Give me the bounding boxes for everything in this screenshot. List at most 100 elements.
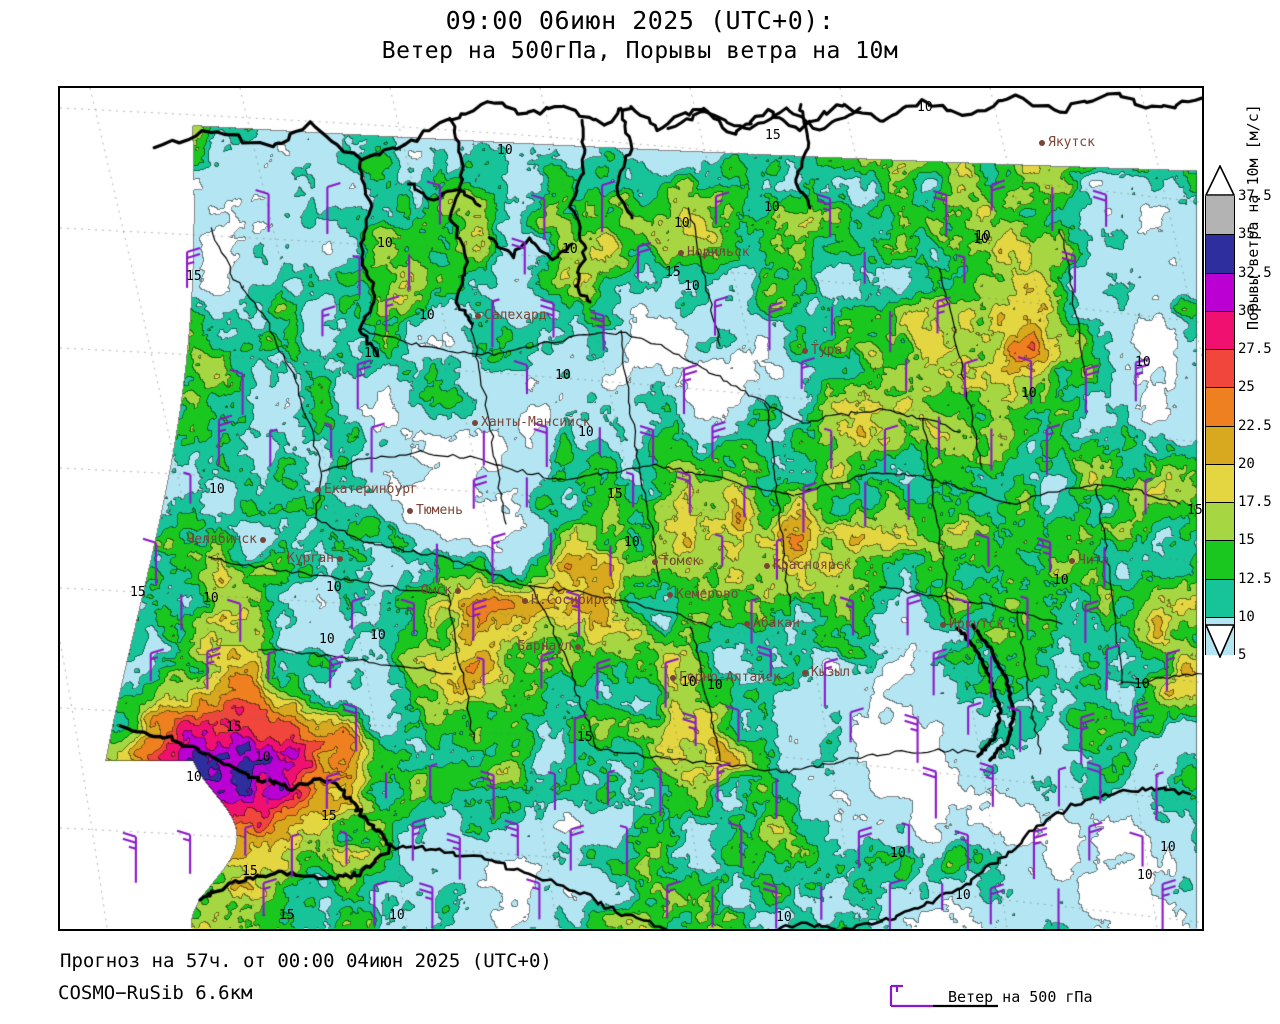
city-name: Тура <box>811 343 843 358</box>
city-marker-icon <box>802 347 808 354</box>
city-label: Горно-Алтайск <box>668 671 781 684</box>
city-label: Салехард <box>473 309 547 322</box>
city-label: Якутск <box>1037 136 1095 149</box>
city-label: Челябинск <box>187 533 268 546</box>
contour-label: 10 <box>776 910 792 925</box>
colorbar-band <box>1206 272 1234 311</box>
contour-label: 10 <box>319 632 335 647</box>
contour-label: 10 <box>624 535 640 550</box>
colorbar: 37.5 35 32.5 30 27.5 25 22.5 20 17.5 15 12.5 10 5 <box>1205 165 1280 675</box>
wind-barb-legend: Ветер на 500 гПа <box>878 982 1208 1016</box>
contour-label: 15 <box>1187 503 1203 518</box>
colorbar-band <box>1206 540 1234 579</box>
city-marker-icon <box>337 555 343 562</box>
city-label: Иркутск <box>938 618 1004 631</box>
contour-label: 10 <box>370 628 386 643</box>
contour-label: 10 <box>497 143 513 158</box>
colorbar-tick: 27.5 <box>1238 341 1272 357</box>
city-label: Екатеринбург <box>313 483 418 496</box>
city-name: Иркутск <box>949 617 1004 632</box>
contour-label: 15 <box>242 864 258 879</box>
map-field-canvas <box>60 88 1202 929</box>
contour-label: 10 <box>1021 386 1037 401</box>
colorbar-band <box>1206 502 1234 541</box>
city-marker-icon <box>744 620 750 627</box>
city-marker-icon <box>315 486 321 493</box>
colorbar-tick: 20 <box>1238 455 1255 472</box>
weather-map[interactable]: Якутск Норильск Тура Салехард Ханты-Мансийск… <box>58 86 1204 931</box>
colorbar-tick: 30 <box>1238 302 1255 319</box>
wind-barb-icon <box>889 984 998 1008</box>
colorbar-tick: 35 <box>1238 226 1255 243</box>
contour-label: 10 <box>973 232 989 247</box>
contour-label: 10 <box>419 308 435 323</box>
colorbar-top-arrow-icon <box>1205 165 1235 196</box>
contour-label: 10 <box>364 346 380 361</box>
colorbar-tick: 12.5 <box>1238 570 1272 587</box>
city-name: Кемерово <box>676 587 739 602</box>
city-label: Норильск <box>676 246 750 259</box>
contour-label: 10 <box>255 750 271 765</box>
colorbar-band <box>1206 310 1234 349</box>
contour-label: 10 <box>1135 355 1151 370</box>
city-label: Курган <box>287 552 345 565</box>
contour-label: 10 <box>684 279 700 294</box>
city-marker-icon <box>407 507 413 514</box>
contour-label: 10 <box>203 591 219 606</box>
colorbar-tick: 10 <box>1238 608 1255 625</box>
title-subtitle: Ветер на 500гПа, Порывы ветра на 10м <box>381 38 899 64</box>
city-name: Екатеринбург <box>324 482 418 497</box>
city-marker-icon <box>764 562 770 569</box>
contour-label: 10 <box>186 770 202 785</box>
contour-label: 15 <box>577 730 593 745</box>
city-name: Барнаул <box>517 639 572 654</box>
city-name: Омск <box>420 583 452 598</box>
city-name: Якутск <box>1048 135 1095 150</box>
contour-label: 15 <box>279 908 295 923</box>
city-name: Челябинск <box>186 532 257 547</box>
colorbar-tick: 37.5 <box>1238 188 1272 204</box>
city-name: Норильск <box>687 245 750 260</box>
chart-title: 09:00 06июн 2025 (UTC+0): Ветер на 500гП… <box>0 6 1280 66</box>
contour-label: 10 <box>326 580 342 595</box>
colorbar-band <box>1206 425 1234 464</box>
city-marker-icon <box>678 249 684 256</box>
colorbar-band <box>1206 196 1234 235</box>
colorbar-band <box>1206 463 1234 502</box>
city-label: Кемерово <box>665 588 739 601</box>
contour-label: 10 <box>562 242 578 257</box>
contour-label: 10 <box>1134 677 1150 692</box>
city-name: Ханты-Мансийск <box>481 415 591 430</box>
city-label: Н.Сосибирск <box>520 594 617 607</box>
city-marker-icon <box>472 419 478 426</box>
city-marker-icon <box>475 312 481 319</box>
colorbar-tick: 17.5 <box>1238 494 1272 510</box>
wind-barb-legend-label: Ветер на 500 гПа <box>948 988 1093 1006</box>
city-marker-icon <box>1069 557 1075 564</box>
colorbar-axis-label: Порывы ветра на 10м [м/с] <box>1244 104 1262 330</box>
city-marker-icon <box>652 558 658 565</box>
contour-label: 15 <box>665 265 681 280</box>
city-name: Тюмень <box>416 503 463 518</box>
contour-label: 10 <box>681 675 697 690</box>
city-label: Ханты-Мансийск <box>470 416 591 429</box>
colorbar-bottom-arrow-icon <box>1205 624 1235 658</box>
contour-label: 15 <box>186 269 202 284</box>
contour-label: 10 <box>955 888 971 903</box>
city-name: Чита <box>1078 553 1110 568</box>
contour-label: 10 <box>377 236 393 251</box>
city-marker-icon <box>1039 139 1045 146</box>
contour-label: 10 <box>917 100 933 115</box>
contour-label: 10 <box>1137 868 1153 883</box>
colorbar-band <box>1206 234 1234 273</box>
contour-label: 10 <box>975 229 991 244</box>
city-label: Барнаул <box>517 640 583 653</box>
colorbar-tick: 32.5 <box>1238 264 1272 281</box>
city-name: Н.Сосибирск <box>531 593 618 608</box>
city-marker-icon <box>260 536 266 543</box>
city-label: Омск <box>421 584 463 597</box>
colorbar-band <box>1206 578 1234 617</box>
contour-label: 10 <box>707 678 723 693</box>
model-info: COSMO−RuSib 6.6км <box>58 982 253 1004</box>
colorbar-band <box>1206 387 1234 426</box>
